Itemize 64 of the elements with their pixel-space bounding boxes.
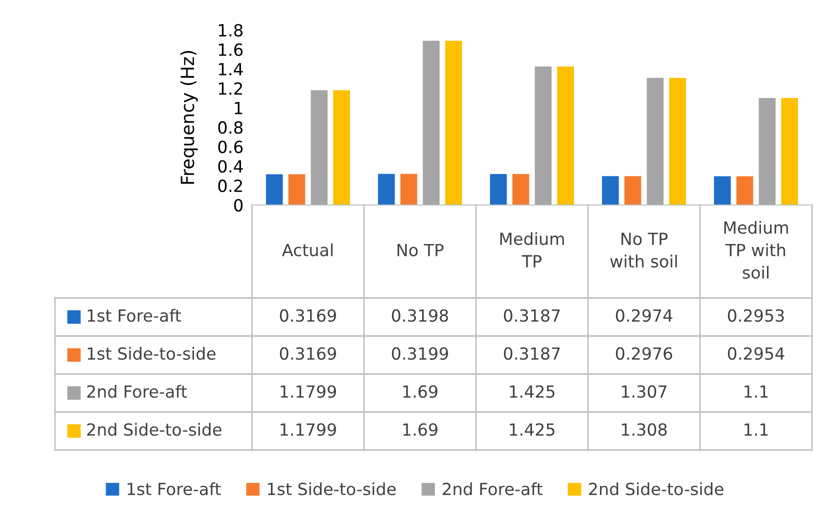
y-tick-label: 0.6 <box>218 140 243 154</box>
y-tick-label: 0.2 <box>218 180 242 192</box>
y-tick-label: 1.2 <box>218 82 242 95</box>
bar <box>534 66 552 205</box>
data-label: 0.3169 <box>280 309 336 322</box>
legend-label: 2nd Fore-aft <box>87 384 187 398</box>
data-label: 0.2954 <box>728 347 784 360</box>
bar <box>490 174 507 205</box>
bar <box>288 174 306 205</box>
data-label: 1.1 <box>744 385 768 398</box>
bar <box>736 176 754 205</box>
data-label: 0.3169 <box>280 347 336 360</box>
bar <box>445 40 462 205</box>
data-label: 1.69 <box>403 385 438 398</box>
y-tick-label: 0 <box>234 198 243 212</box>
bar <box>310 90 328 205</box>
data-label: 1.425 <box>510 423 554 436</box>
bar <box>333 90 350 205</box>
x-tick-label: No TP <box>398 244 444 256</box>
bar <box>714 176 731 205</box>
data-label: 0.2953 <box>728 309 784 322</box>
data-label: 1.1799 <box>280 385 336 398</box>
y-tick-label: 0.8 <box>218 121 243 134</box>
data-label: 0.3187 <box>504 347 560 360</box>
data-label: 1.69 <box>403 423 438 436</box>
bar <box>602 176 619 205</box>
legend-label: 1st Side-to-side <box>88 346 216 360</box>
data-label: 1.1799 <box>280 423 336 436</box>
bar <box>400 174 418 205</box>
bar <box>557 66 574 205</box>
data-label: 0.3199 <box>392 347 448 360</box>
bar <box>781 98 798 205</box>
bar <box>646 78 664 205</box>
data-label: 0.2974 <box>616 309 672 322</box>
y-axis-title: Frequency (Hz) <box>180 50 198 184</box>
x-tick-label: Medium TP with soil <box>724 220 788 279</box>
bar <box>378 174 395 205</box>
bar <box>758 98 776 205</box>
y-tick-label: 1 <box>234 102 242 114</box>
y-tick-label: 1.6 <box>218 43 243 56</box>
text: 2nd Side-to-side <box>589 482 724 496</box>
data-label: 1.1 <box>744 423 768 436</box>
bar <box>266 174 283 205</box>
data-label: 1.307 <box>622 385 666 398</box>
text: 1st Fore-aft <box>128 482 221 496</box>
data-label: 1.308 <box>622 423 667 436</box>
x-tick-label: No TP with soil <box>610 232 677 268</box>
text: 1st Side-to-side <box>268 482 396 496</box>
text: 2nd Fore-aft <box>442 482 542 496</box>
x-tick-label: Actual <box>282 243 333 256</box>
legend-label: 2nd Side-to-side <box>87 422 222 436</box>
bar <box>422 40 440 205</box>
y-tick-label: 0.4 <box>218 160 243 173</box>
data-label: 0.2976 <box>616 347 672 360</box>
y-tick-label: 1.8 <box>218 24 243 37</box>
y-tick-label: 1.4 <box>218 63 243 76</box>
bar <box>669 78 686 205</box>
bar <box>624 176 642 205</box>
legend-label: 1st Fore-aft <box>88 308 181 322</box>
x-tick-label: Medium TP <box>500 232 564 268</box>
data-label: 1.425 <box>510 385 554 398</box>
data-label: 0.3198 <box>392 309 448 322</box>
data-label: 0.3187 <box>504 309 560 322</box>
bar <box>512 174 530 205</box>
